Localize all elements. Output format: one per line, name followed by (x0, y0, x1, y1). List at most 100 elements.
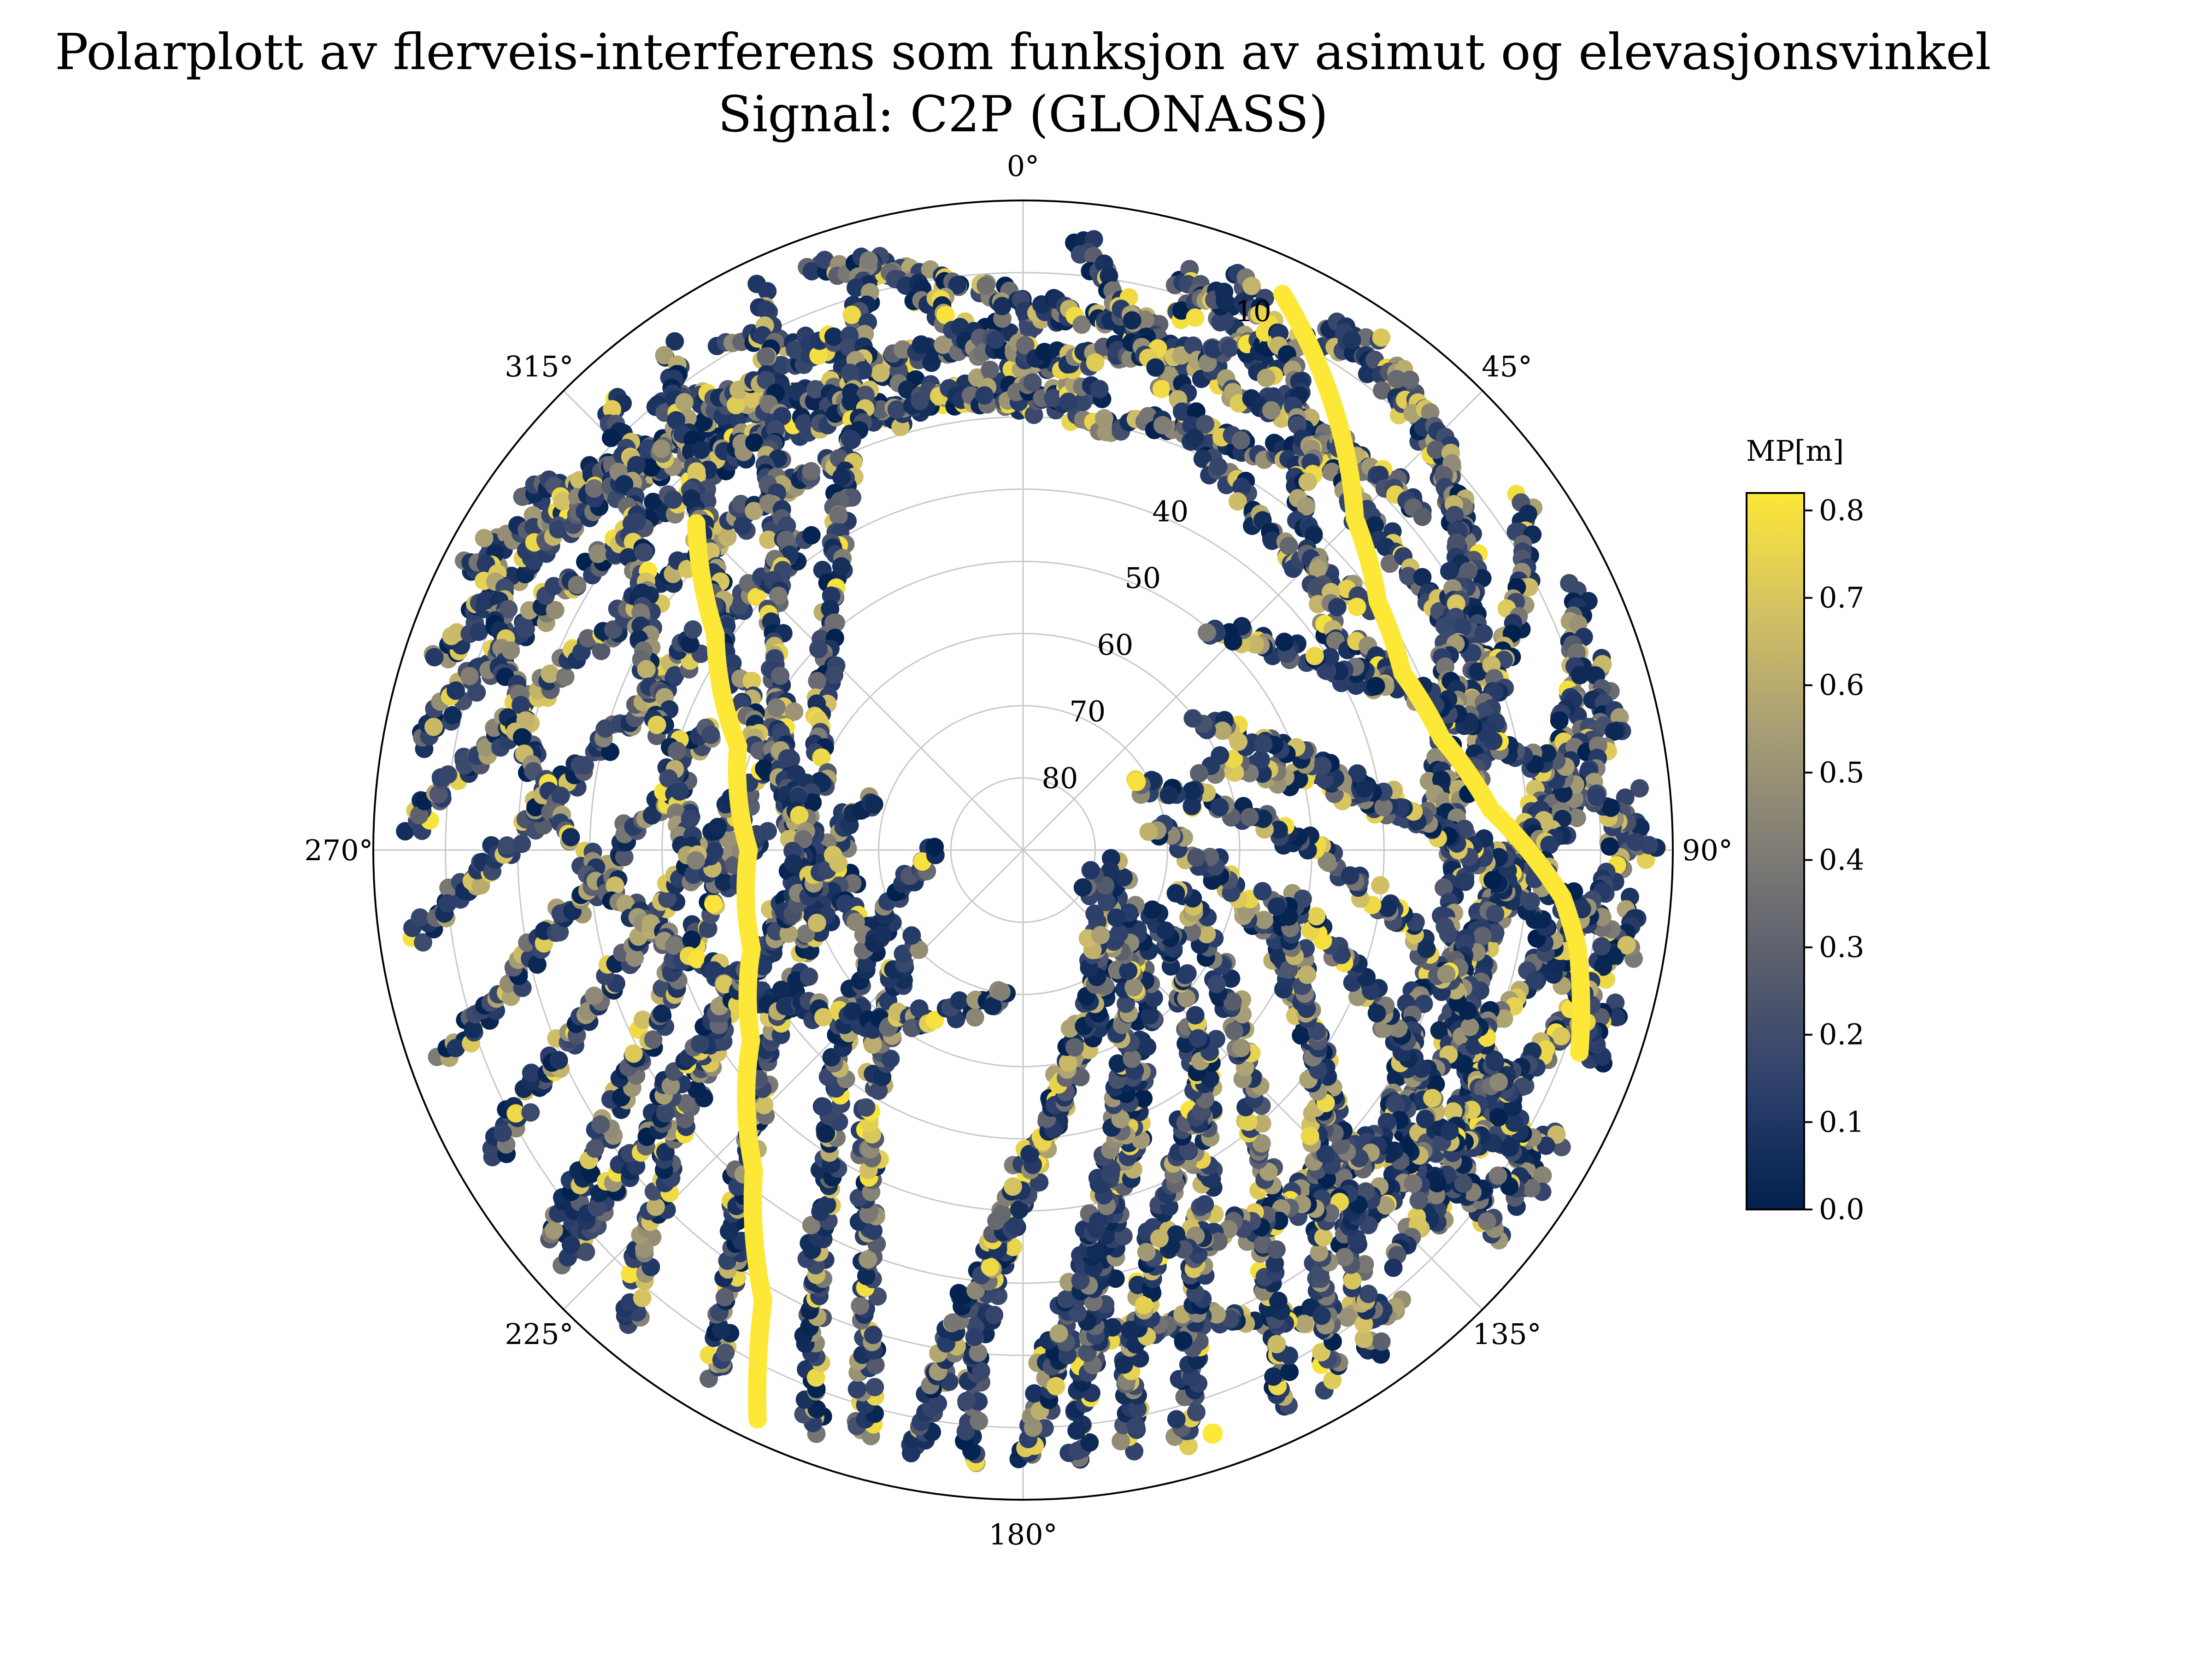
data-point (1262, 401, 1281, 420)
data-point (902, 926, 921, 945)
data-point (1478, 1212, 1496, 1231)
data-point (977, 276, 995, 295)
data-point (1186, 1006, 1205, 1025)
data-point (1213, 722, 1232, 740)
data-point (1221, 339, 1239, 357)
data-point (1439, 925, 1458, 943)
data-point (1241, 808, 1259, 827)
data-point (1275, 633, 1294, 651)
data-point (1187, 848, 1206, 867)
data-point (704, 895, 723, 913)
data-point (521, 1103, 540, 1121)
data-point (1024, 373, 1042, 392)
data-point (1600, 837, 1619, 856)
data-point (865, 795, 883, 814)
data-point (684, 620, 702, 639)
data-point (701, 726, 720, 744)
data-point (1143, 900, 1162, 919)
data-point (411, 908, 429, 927)
data-point (1348, 598, 1366, 616)
data-point (1190, 764, 1208, 782)
data-point (1067, 1421, 1086, 1440)
data-point (545, 1221, 563, 1239)
data-point (1280, 1363, 1299, 1381)
data-point (1413, 508, 1432, 526)
data-point (975, 386, 994, 405)
data-point (1372, 1332, 1391, 1351)
data-point (1371, 876, 1389, 895)
data-point (1267, 1240, 1286, 1259)
data-point (1592, 937, 1611, 956)
data-point (986, 330, 1005, 349)
data-point (1257, 369, 1276, 387)
data-point (712, 1321, 730, 1339)
data-point (1185, 429, 1204, 447)
data-point (1378, 899, 1397, 917)
data-point (1074, 878, 1092, 897)
data-point (818, 1196, 836, 1214)
data-point (1440, 562, 1459, 581)
data-point (1167, 1410, 1186, 1428)
data-point (586, 1139, 604, 1158)
data-point (1207, 975, 1226, 993)
data-point (1156, 921, 1175, 940)
data-point (1486, 904, 1504, 923)
data-point (1082, 861, 1100, 880)
data-point (1550, 711, 1569, 730)
data-point (1209, 458, 1228, 476)
data-point (1372, 329, 1391, 347)
data-point (1341, 866, 1359, 885)
data-point (1232, 431, 1250, 450)
data-point (633, 1289, 652, 1307)
data-point (1153, 416, 1172, 434)
data-point (1153, 380, 1171, 398)
data-point (720, 1222, 738, 1240)
data-point (888, 400, 906, 419)
data-point (1483, 871, 1502, 889)
data-point (1552, 1027, 1570, 1045)
data-point (1086, 353, 1105, 372)
data-point (1307, 907, 1325, 926)
data-point (985, 1306, 1003, 1324)
data-point (1229, 733, 1247, 751)
data-point (1140, 822, 1158, 841)
data-point (1225, 1022, 1243, 1040)
data-point (965, 1328, 984, 1346)
data-point (1343, 1271, 1362, 1290)
data-point (957, 1392, 976, 1410)
data-point (1123, 311, 1141, 329)
data-point (494, 1124, 512, 1142)
data-point (1437, 965, 1455, 983)
data-point (1587, 788, 1606, 806)
data-point (1215, 283, 1233, 301)
data-point (1128, 773, 1146, 791)
data-point (1232, 1039, 1251, 1057)
data-point (1183, 709, 1202, 728)
data-point (1328, 598, 1347, 616)
data-point (1090, 380, 1109, 398)
data-point (709, 818, 727, 836)
data-point (1627, 833, 1645, 851)
data-point (585, 986, 603, 1005)
data-point (865, 1378, 884, 1397)
data-point (1186, 308, 1205, 327)
data-point (438, 894, 457, 913)
data-point (591, 1115, 610, 1134)
data-point (1299, 473, 1317, 491)
data-point (1268, 1335, 1286, 1353)
data-point (1473, 927, 1492, 945)
data-point (1440, 1122, 1459, 1140)
chart-title: Polarplott av flerveis-interferens som f… (55, 23, 1991, 81)
data-point (1167, 884, 1185, 903)
data-point (1174, 1331, 1193, 1350)
data-point (1386, 1094, 1405, 1112)
data-point (1195, 1195, 1214, 1214)
data-point (800, 968, 818, 986)
data-point (864, 1326, 882, 1344)
data-point (512, 834, 531, 853)
data-point (1306, 647, 1324, 665)
data-point (1461, 1018, 1479, 1036)
data-point (1146, 358, 1165, 377)
data-point (550, 1051, 568, 1069)
